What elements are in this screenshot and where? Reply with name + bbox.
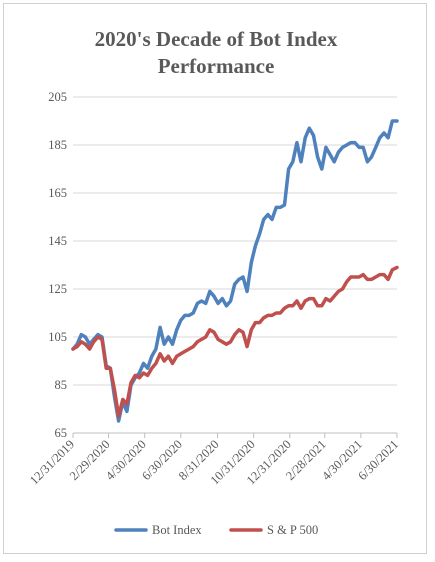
series-line-2: [71, 265, 399, 418]
x-axis-tick-labels: 12/31/20192/29/20204/30/20206/30/20208/3…: [27, 437, 401, 487]
y-tick-label: 205: [48, 90, 67, 104]
y-axis-tick-labels: 65 85 105 125 145 165 185 205: [48, 90, 67, 440]
y-tick-label: 165: [48, 186, 67, 200]
x-tick-label: 12/31/2019: [27, 437, 77, 487]
legend: Bot Index S & P 500: [114, 523, 318, 537]
y-tick-label: 185: [48, 138, 67, 152]
chart-title: 2020's Decade of Bot Index Performance: [4, 26, 428, 80]
y-tick-label: 85: [55, 378, 68, 392]
y-tick-label: 145: [48, 234, 67, 248]
y-tick-label: 125: [48, 282, 67, 296]
x-axis: [72, 432, 398, 438]
series-line-1: [71, 119, 399, 423]
legend-label: Bot Index: [152, 523, 202, 537]
line-chart: 65 85 105 125 145 165 185 205 12/31/20192/29/20…: [27, 90, 401, 537]
gridlines: [73, 96, 397, 386]
y-tick-label: 105: [48, 330, 67, 344]
y-tick-label: 65: [55, 426, 68, 440]
x-tick-label: 6/30/2021: [355, 437, 401, 483]
chart-frame: 2020's Decade of Bot Index Performance 6…: [3, 3, 427, 554]
series-lines: [71, 119, 399, 423]
legend-label: S & P 500: [267, 523, 318, 537]
chart-title-line-1: 2020's Decade of Bot Index: [94, 27, 338, 51]
chart-title-line-2: Performance: [157, 54, 275, 78]
